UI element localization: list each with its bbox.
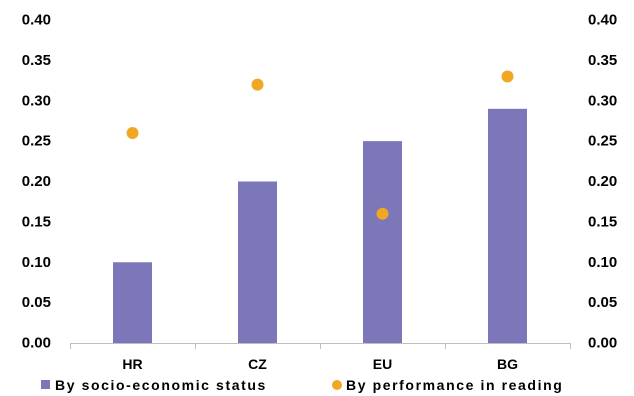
dot-series	[126, 70, 514, 220]
left-axis-tick-label: 0.30	[22, 92, 51, 109]
dot-eu	[376, 207, 389, 220]
legend-swatch-reading	[332, 380, 342, 390]
left-axis-ticks: 0.00 0.05 0.10 0.15 0.20 0.25 0.30 0.35 0.40	[22, 12, 51, 352]
bar-bg	[488, 108, 527, 343]
x-axis-tick-marks	[70, 343, 571, 349]
legend-label-socio-economic: By socio-economic status	[55, 377, 267, 393]
right-axis-tick-label: 0.10	[588, 254, 617, 271]
left-axis-tick-label: 0.20	[22, 173, 51, 190]
right-axis-tick-label: 0.25	[588, 133, 617, 150]
category-label: CZ	[248, 356, 267, 372]
right-axis-tick-label: 0.00	[588, 335, 617, 352]
left-axis-tick-label: 0.25	[22, 133, 51, 150]
dot-hr	[126, 127, 139, 140]
legend-swatch-socio-economic	[41, 380, 50, 389]
right-axis-tick-label: 0.40	[588, 12, 617, 29]
bar-hr	[113, 262, 152, 343]
right-axis-tick-label: 0.05	[588, 294, 617, 311]
bar-series	[113, 108, 527, 343]
left-axis-tick-label: 0.35	[22, 52, 51, 69]
right-axis-ticks: 0.00 0.05 0.10 0.15 0.20 0.25 0.30 0.35 0.40	[588, 12, 617, 352]
right-axis-tick-label: 0.30	[588, 92, 617, 109]
category-label: HR	[122, 356, 142, 372]
legend-label-reading: By performance in reading	[346, 377, 563, 393]
left-axis-tick-label: 0.40	[22, 12, 51, 29]
category-label: BG	[497, 356, 518, 372]
dot-cz	[251, 78, 264, 91]
left-axis-tick-label: 0.00	[22, 335, 51, 352]
left-axis-tick-label: 0.10	[22, 254, 51, 271]
category-label: EU	[373, 356, 392, 372]
legend: By socio-economic status By performance …	[41, 377, 563, 393]
right-axis-tick-label: 0.20	[588, 173, 617, 190]
right-axis-tick-label: 0.15	[588, 213, 617, 230]
left-axis-tick-label: 0.15	[22, 213, 51, 230]
bar-cz	[238, 181, 277, 343]
bar-eu	[363, 141, 402, 343]
dot-bg	[501, 70, 514, 83]
left-axis-tick-label: 0.05	[22, 294, 51, 311]
right-axis-tick-label: 0.35	[588, 52, 617, 69]
category-labels: HR CZ EU BG	[122, 356, 518, 372]
